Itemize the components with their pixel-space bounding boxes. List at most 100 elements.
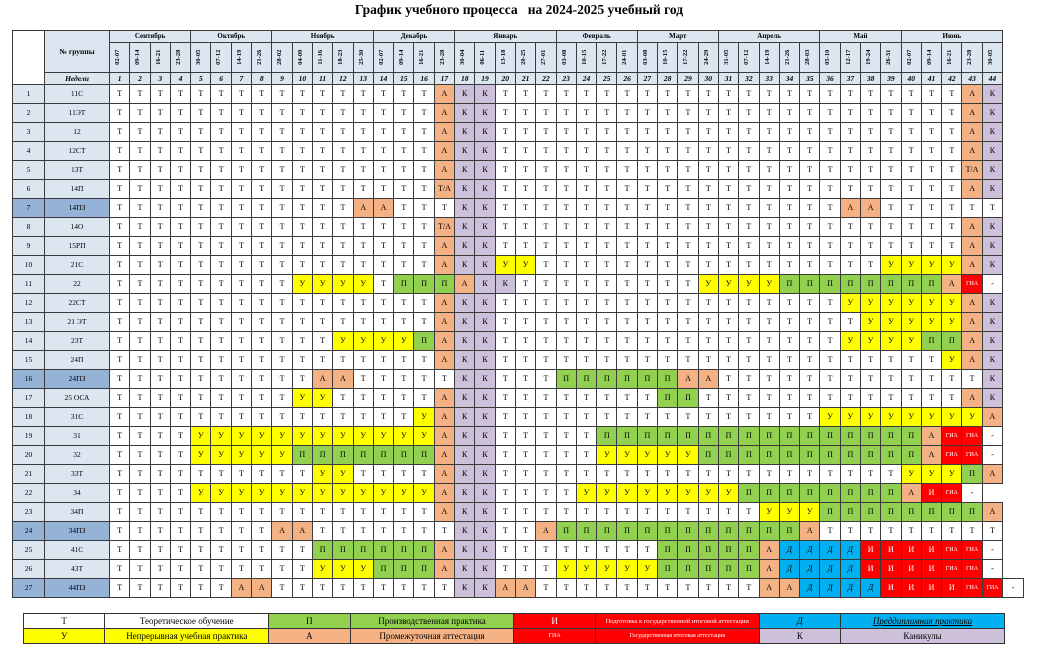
schedule-cell: Д bbox=[819, 559, 841, 579]
schedule-cell: Т bbox=[920, 84, 943, 104]
legend-description: Теоретическое обучение bbox=[104, 613, 270, 629]
schedule-cell: Т bbox=[535, 198, 557, 218]
schedule-cell: Т bbox=[778, 331, 801, 351]
schedule-cell: Т bbox=[900, 217, 922, 237]
schedule-cell: Т bbox=[677, 217, 699, 237]
row-number: 6 bbox=[12, 179, 45, 199]
schedule-cell: Т bbox=[251, 350, 273, 370]
date-range-label: 07-12 bbox=[215, 49, 223, 66]
schedule-cell: Т bbox=[190, 217, 212, 237]
schedule-cell: Т bbox=[169, 464, 192, 484]
schedule-cell: Т bbox=[108, 464, 131, 484]
schedule-cell: У bbox=[920, 407, 943, 427]
date-range-label: 23-28 bbox=[174, 49, 182, 66]
schedule-cell: Т bbox=[657, 103, 679, 123]
schedule-cell: - bbox=[981, 426, 1004, 446]
date-range-label: 30-05 bbox=[194, 49, 202, 66]
schedule-cell: Т bbox=[169, 312, 192, 332]
schedule-cell: Т bbox=[129, 217, 151, 237]
schedule-cell: Т bbox=[778, 350, 801, 370]
schedule-cell: П bbox=[393, 274, 415, 294]
schedule-cell: А bbox=[961, 331, 983, 351]
schedule-cell: Т bbox=[393, 179, 415, 199]
schedule-cell: П bbox=[636, 426, 659, 446]
row-number: 21 bbox=[12, 464, 45, 484]
schedule-cell: Т bbox=[169, 426, 192, 446]
week-number: 3 bbox=[149, 72, 171, 85]
schedule-cell: Т bbox=[149, 236, 171, 256]
schedule-cell: Т/А bbox=[433, 179, 456, 199]
schedule-cell: Т bbox=[433, 578, 456, 598]
schedule-cell: К bbox=[981, 217, 1004, 237]
schedule-cell: Т bbox=[393, 160, 415, 180]
schedule-cell: Т bbox=[169, 293, 192, 313]
schedule-cell: К bbox=[474, 160, 496, 180]
week-number: 19 bbox=[474, 72, 496, 85]
schedule-cell: Т bbox=[839, 255, 861, 275]
schedule-cell: П bbox=[717, 540, 740, 560]
row-number: 9 bbox=[12, 236, 45, 256]
schedule-cell: Т bbox=[859, 122, 882, 142]
date-range-label: 16-21 bbox=[154, 49, 162, 66]
schedule-cell: Т bbox=[839, 141, 861, 161]
date-range-header: 02-07 bbox=[900, 42, 922, 73]
schedule-cell: Т bbox=[535, 502, 557, 522]
schedule-cell: Т bbox=[332, 103, 354, 123]
date-range-header: 16-21 bbox=[413, 42, 435, 73]
schedule-cell: Т bbox=[575, 445, 598, 465]
schedule-cell: Т bbox=[616, 236, 638, 256]
week-number: 34 bbox=[778, 72, 801, 85]
schedule-cell: А bbox=[900, 483, 922, 503]
schedule-cell: Т bbox=[596, 122, 618, 142]
schedule-cell: Т bbox=[717, 331, 740, 351]
schedule-cell: К bbox=[454, 122, 476, 142]
legend-description: Промежуточная аттестация bbox=[349, 628, 515, 644]
schedule-cell: Т bbox=[738, 255, 760, 275]
schedule-cell: Т bbox=[413, 179, 435, 199]
schedule-cell: Т bbox=[697, 350, 719, 370]
date-range-label: 02-07 bbox=[905, 49, 913, 66]
schedule-cell: Т bbox=[210, 103, 232, 123]
schedule-cell: У bbox=[717, 274, 740, 294]
schedule-cell: Т bbox=[839, 312, 861, 332]
schedule-cell: Т bbox=[190, 122, 212, 142]
schedule-cell: У bbox=[393, 426, 415, 446]
schedule-cell: У bbox=[859, 293, 882, 313]
schedule-cell: Т bbox=[717, 312, 740, 332]
schedule-cell: Т bbox=[819, 331, 841, 351]
schedule-cell: Т bbox=[819, 141, 841, 161]
schedule-cell: Т bbox=[190, 179, 212, 199]
schedule-cell: К bbox=[981, 236, 1004, 256]
schedule-cell: Т bbox=[393, 350, 415, 370]
schedule-cell: Т bbox=[697, 84, 719, 104]
schedule-cell: Т bbox=[413, 122, 435, 142]
schedule-cell: Т bbox=[352, 369, 374, 389]
schedule-cell: Т bbox=[413, 293, 435, 313]
schedule-cell: Т bbox=[291, 103, 313, 123]
week-number: 39 bbox=[880, 72, 902, 85]
schedule-cell: Т bbox=[149, 407, 171, 427]
schedule-cell: Т bbox=[433, 198, 456, 218]
schedule-cell: И bbox=[859, 559, 882, 579]
schedule-cell: У bbox=[616, 445, 638, 465]
date-range-label: 28-02 bbox=[276, 49, 284, 66]
schedule-cell: Т bbox=[575, 217, 598, 237]
schedule-cell: Т bbox=[291, 540, 313, 560]
schedule-cell: Т bbox=[859, 464, 882, 484]
schedule-cell: Т bbox=[494, 312, 516, 332]
schedule-cell: Т bbox=[738, 103, 760, 123]
schedule-cell: Т bbox=[190, 274, 212, 294]
schedule-cell: Т bbox=[514, 312, 537, 332]
schedule-cell: К bbox=[454, 407, 476, 427]
schedule-cell: Т bbox=[819, 179, 841, 199]
table-row: 24 34ПЗ Т Т Т Т Т Т Т Т А А Т Т Т Т Т Т Т К К Т Т А П П П П П П П П П П П П… bbox=[12, 521, 1024, 541]
schedule-cell: А bbox=[291, 521, 313, 541]
schedule-cell: А bbox=[697, 369, 719, 389]
table-row: 2 11ЭТ Т Т Т Т Т Т Т Т Т Т Т Т Т Т Т Т А К К Т Т Т Т Т Т Т Т Т Т Т Т Т Т Т Т… bbox=[12, 103, 1024, 123]
schedule-cell: У bbox=[941, 293, 963, 313]
schedule-cell: Т bbox=[839, 84, 861, 104]
schedule-cell: Т bbox=[413, 578, 435, 598]
row-number: 8 bbox=[12, 217, 45, 237]
table-row: 7 14ПЗ Т Т Т Т Т Т Т Т Т Т Т Т А А Т Т Т К К Т Т Т Т Т Т Т Т Т Т Т Т Т Т Т Т… bbox=[12, 198, 1024, 218]
schedule-cell: Т bbox=[311, 293, 334, 313]
